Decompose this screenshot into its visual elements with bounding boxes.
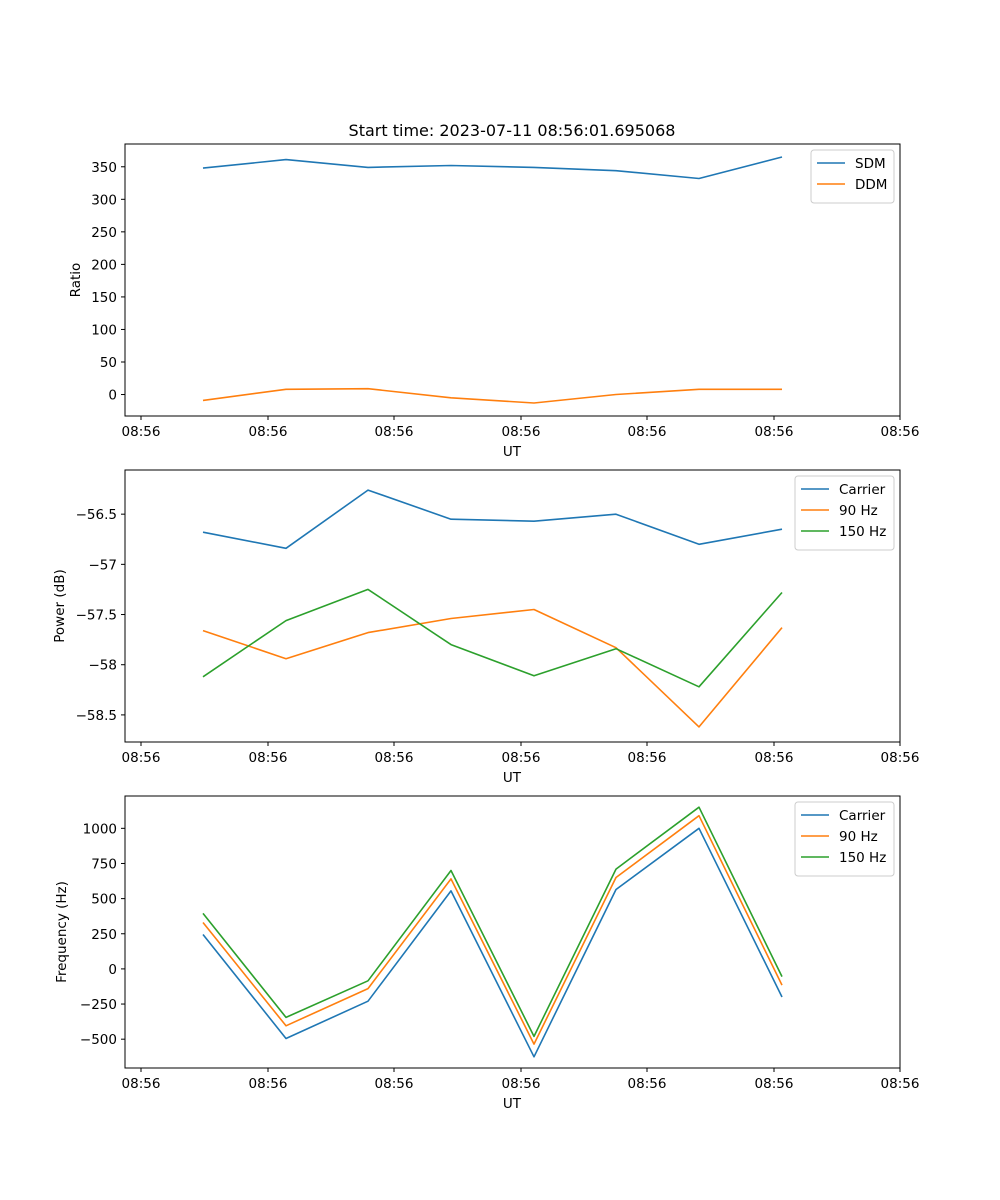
y-axis-label: Frequency (Hz) <box>54 881 70 983</box>
x-tick-label: 08:56 <box>122 750 161 766</box>
x-tick-label: 08:56 <box>249 424 288 440</box>
x-tick-label: 08:56 <box>502 424 541 440</box>
legend-label: DDM <box>855 177 887 193</box>
x-tick-label: 08:56 <box>122 424 161 440</box>
series-line-ddm <box>202 387 782 404</box>
y-axis: 0 50 100 150 200 250 300 350 <box>91 160 125 404</box>
chart-title: Start time: 2023-07-11 08:56:01.695068 <box>349 121 676 140</box>
y-tick-label: 750 <box>91 856 117 872</box>
y-tick-label: −56.5 <box>76 507 117 523</box>
x-tick-label: 08:56 <box>755 750 794 766</box>
x-tick-label: 08:56 <box>122 1076 161 1092</box>
legend: Carrier 90 Hz 150 Hz <box>794 801 895 877</box>
x-axis: 08:56 08:56 08:56 08:56 08:56 08:56 08:56 <box>122 742 920 766</box>
y-axis: −58.5 −58 −57.5 −57 −56.5 <box>76 507 125 724</box>
x-tick-label: 08:56 <box>375 1076 414 1092</box>
y-axis-label: Power (dB) <box>52 569 68 642</box>
legend-label: 90 Hz <box>839 503 878 519</box>
plot-lines <box>202 806 783 1058</box>
y-tick-label: 300 <box>91 192 117 208</box>
legend-label: Carrier <box>839 482 886 498</box>
y-axis: −500 −250 0 250 500 750 1000 <box>80 821 125 1048</box>
legend-label: 90 Hz <box>839 829 878 845</box>
x-tick-label: 08:56 <box>755 424 794 440</box>
y-axis-label: Ratio <box>68 263 84 298</box>
series-line-carrier <box>202 489 783 550</box>
x-axis: 08:56 08:56 08:56 08:56 08:56 08:56 08:56 <box>122 1068 920 1092</box>
x-tick-label: 08:56 <box>881 1076 920 1092</box>
series-line-150-hz <box>202 588 783 688</box>
x-tick-label: 08:56 <box>375 750 414 766</box>
x-axis-label: UT <box>503 444 522 460</box>
series-line-90-hz <box>202 814 783 1045</box>
x-axis-label: UT <box>503 1096 522 1112</box>
y-tick-label: 1000 <box>83 821 117 837</box>
y-tick-label: −57.5 <box>76 608 117 624</box>
x-tick-label: 08:56 <box>502 750 541 766</box>
x-tick-label: 08:56 <box>502 1076 541 1092</box>
y-tick-label: 50 <box>100 355 117 371</box>
series-line-sdm <box>202 156 783 180</box>
series-line-90-hz <box>202 608 783 728</box>
legend: SDM DDM <box>810 149 895 204</box>
x-tick-label: 08:56 <box>755 1076 794 1092</box>
x-tick-label: 08:56 <box>628 424 667 440</box>
x-tick-label: 08:56 <box>249 1076 288 1092</box>
y-tick-label: −250 <box>80 997 117 1013</box>
plot-frame <box>124 795 901 1069</box>
legend: Carrier 90 Hz 150 Hz <box>794 475 895 551</box>
y-tick-label: 350 <box>91 160 117 176</box>
x-tick-label: 08:56 <box>881 750 920 766</box>
series-line-carrier <box>202 827 783 1058</box>
plot-frame <box>124 469 901 743</box>
y-tick-label: −500 <box>80 1032 117 1048</box>
ratio-panel: 08:56 08:56 08:56 08:56 08:56 08:56 08:56 0 50 1… <box>68 143 920 460</box>
plot-lines <box>202 489 783 728</box>
y-tick-label: 100 <box>91 322 117 338</box>
x-tick-label: 08:56 <box>249 750 288 766</box>
x-tick-label: 08:56 <box>881 424 920 440</box>
legend-label: Carrier <box>839 808 886 824</box>
y-tick-label: 500 <box>91 892 117 908</box>
y-tick-label: 200 <box>91 257 117 273</box>
y-tick-label: 0 <box>108 388 117 404</box>
x-tick-label: 08:56 <box>628 750 667 766</box>
x-axis: 08:56 08:56 08:56 08:56 08:56 08:56 08:56 <box>122 416 920 440</box>
y-tick-label: 250 <box>91 927 117 943</box>
frequency-panel: 08:56 08:56 08:56 08:56 08:56 08:56 08:56 −500… <box>54 795 920 1112</box>
y-tick-label: 0 <box>108 962 117 978</box>
y-tick-label: 250 <box>91 225 117 241</box>
x-tick-label: 08:56 <box>628 1076 667 1092</box>
legend-label: SDM <box>855 156 886 172</box>
x-tick-label: 08:56 <box>375 424 414 440</box>
power-panel: 08:56 08:56 08:56 08:56 08:56 08:56 08:56 −58.… <box>52 469 920 786</box>
y-tick-label: −58 <box>89 658 118 674</box>
legend-label: 150 Hz <box>839 850 886 866</box>
y-tick-label: −57 <box>89 557 118 573</box>
y-tick-label: −58.5 <box>76 708 117 724</box>
plot-lines <box>202 156 783 404</box>
y-tick-label: 150 <box>91 290 117 306</box>
x-axis-label: UT <box>503 770 522 786</box>
plot-frame <box>124 143 901 417</box>
legend-label: 150 Hz <box>839 524 886 540</box>
series-line-150-hz <box>202 806 783 1038</box>
